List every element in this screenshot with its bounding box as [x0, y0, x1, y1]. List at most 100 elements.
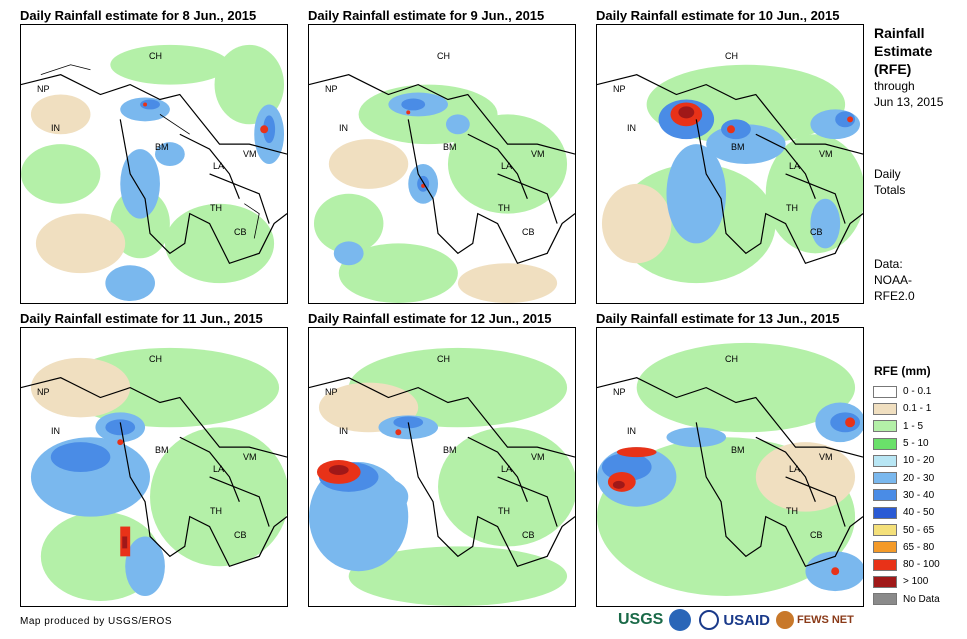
label-in: IN — [627, 426, 636, 436]
side-daily: Daily Totals — [874, 166, 905, 198]
label-ch: CH — [725, 354, 738, 364]
side-title: Rainfall Estimate (RFE) through Jun 13, … — [874, 24, 943, 110]
legend-swatch — [873, 593, 897, 606]
through-line-2: Jun 13, 2015 — [874, 95, 944, 109]
legend-label: 5 - 10 — [903, 438, 929, 450]
title-line-3: (RFE) — [874, 61, 912, 77]
data-line-3: RFE2.0 — [874, 289, 915, 303]
label-in: IN — [339, 426, 348, 436]
legend-swatch — [873, 524, 897, 537]
label-la: LA — [501, 161, 513, 171]
legend-label: 80 - 100 — [903, 559, 940, 571]
label-la: LA — [501, 464, 513, 474]
map-credit: Map produced by USGS/EROS — [20, 616, 173, 627]
label-bm: BM — [731, 142, 745, 152]
fews-net-logo: FEWS NET — [797, 614, 854, 626]
label-vm: VM — [531, 149, 545, 159]
label-cb: CB — [234, 227, 247, 237]
legend-item: 50 - 65 — [873, 521, 940, 538]
label-cb: CB — [810, 227, 823, 237]
label-np: NP — [325, 387, 338, 397]
label-np: NP — [37, 387, 50, 397]
legend-label: 0 - 0.1 — [903, 386, 932, 398]
legend-item: > 100 — [873, 573, 940, 590]
through-line-1: through — [874, 79, 915, 93]
rainfall-map-6: CH NP IN BM LA VM TH CB — [596, 327, 864, 607]
legend-item: 20 - 30 — [873, 469, 940, 486]
legend-swatch — [873, 506, 897, 519]
panel-title-1: Daily Rainfall estimate for 8 Jun., 2015 — [20, 8, 257, 23]
label-th: TH — [786, 203, 798, 213]
legend-swatch — [873, 541, 897, 554]
legend-item: 65 - 80 — [873, 539, 940, 556]
legend-item: 10 - 20 — [873, 452, 940, 469]
label-th: TH — [786, 506, 798, 516]
rainfall-map-4: CH NP IN BM LA VM TH CB — [20, 327, 288, 607]
legend-label: 65 - 80 — [903, 541, 935, 553]
label-ch: CH — [725, 51, 738, 61]
legend-label: 20 - 30 — [903, 472, 935, 484]
label-bm: BM — [731, 445, 745, 455]
legend-label: > 100 — [903, 576, 929, 588]
rainfall-map-1: CH NP IN BM LA VM TH CB — [20, 24, 288, 304]
label-la: LA — [213, 161, 225, 171]
label-in: IN — [51, 123, 60, 133]
daily-line-1: Daily — [874, 167, 901, 181]
label-cb: CB — [234, 530, 247, 540]
label-in: IN — [627, 123, 636, 133]
label-bm: BM — [443, 445, 457, 455]
legend-item: 1 - 5 — [873, 418, 940, 435]
label-in: IN — [339, 123, 348, 133]
legend-label: 10 - 20 — [903, 455, 935, 467]
legend-item: 0.1 - 1 — [873, 400, 940, 417]
rainfall-map-5: CH NP IN BM LA VM TH CB — [308, 327, 576, 607]
legend-title: RFE (mm) — [874, 364, 931, 378]
label-la: LA — [789, 464, 801, 474]
legend-swatch — [873, 420, 897, 433]
legend-swatch — [873, 385, 897, 398]
label-vm: VM — [243, 149, 257, 159]
legend-label: 0.1 - 1 — [903, 403, 932, 415]
legend-label: 30 - 40 — [903, 489, 935, 501]
label-ch: CH — [437, 354, 450, 364]
label-th: TH — [210, 506, 222, 516]
panel-title-3: Daily Rainfall estimate for 10 Jun., 201… — [596, 8, 840, 23]
label-vm: VM — [531, 452, 545, 462]
legend-swatch — [873, 575, 897, 588]
legend-item: 5 - 10 — [873, 435, 940, 452]
legend-item: 30 - 40 — [873, 487, 940, 504]
legend-label: No Data — [903, 593, 940, 605]
label-th: TH — [498, 203, 510, 213]
fews-icon — [776, 611, 795, 629]
label-vm: VM — [819, 149, 833, 159]
label-np: NP — [37, 84, 50, 94]
label-cb: CB — [522, 530, 535, 540]
legend-swatch — [873, 472, 897, 485]
label-vm: VM — [243, 452, 257, 462]
label-vm: VM — [819, 452, 833, 462]
logo-strip: USGS USAID FEWS NET — [618, 605, 860, 635]
legend-label: 40 - 50 — [903, 507, 935, 519]
data-line-2: NOAA- — [874, 273, 913, 287]
legend-swatch — [873, 489, 897, 502]
legend-label: 50 - 65 — [903, 524, 935, 536]
label-bm: BM — [443, 142, 457, 152]
panel-title-2: Daily Rainfall estimate for 9 Jun., 2015 — [308, 8, 545, 23]
title-line-1: Rainfall — [874, 25, 925, 41]
label-bm: BM — [155, 445, 169, 455]
label-bm: BM — [155, 142, 169, 152]
label-ch: CH — [149, 354, 162, 364]
side-data-source: Data: NOAA- RFE2.0 — [874, 256, 915, 304]
usaid-seal-icon — [699, 610, 720, 630]
label-ch: CH — [437, 51, 450, 61]
rainfall-map-3: CH NP IN BM LA VM TH CB — [596, 24, 864, 304]
legend-item: 80 - 100 — [873, 556, 940, 573]
legend-swatch — [873, 454, 897, 467]
label-cb: CB — [522, 227, 535, 237]
legend-item: 0 - 0.1 — [873, 383, 940, 400]
panel-title-5: Daily Rainfall estimate for 12 Jun., 201… — [308, 311, 552, 326]
legend-swatch — [873, 402, 897, 415]
usaid-logo: USAID — [723, 611, 771, 629]
label-np: NP — [325, 84, 338, 94]
title-line-2: Estimate — [874, 43, 933, 59]
